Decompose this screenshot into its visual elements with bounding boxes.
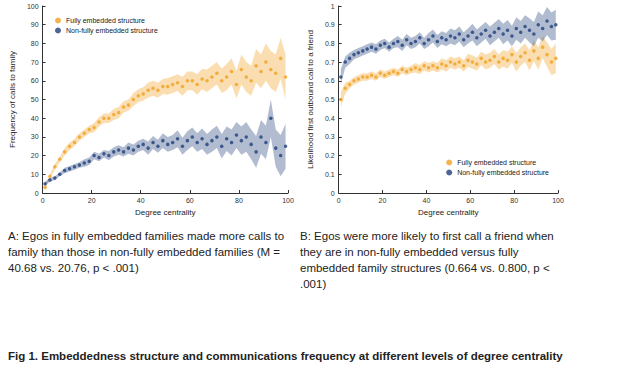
svg-text:Fully embedded structure: Fully embedded structure — [457, 159, 536, 167]
svg-text:60: 60 — [466, 197, 474, 204]
svg-text:0.9: 0.9 — [325, 21, 335, 28]
html-text:B: Egos were more likely to fi: B: Egos were more likely to first call a… — [300, 230, 554, 290]
svg-text:40: 40 — [31, 115, 39, 122]
svg-text:0.7: 0.7 — [325, 59, 335, 66]
svg-text:0.8: 0.8 — [325, 40, 335, 47]
svg-text:80: 80 — [31, 40, 39, 47]
svg-text:0: 0 — [41, 197, 45, 204]
svg-text:60: 60 — [186, 197, 194, 204]
svg-text:80: 80 — [235, 197, 243, 204]
svg-text:30: 30 — [31, 133, 39, 140]
svg-text:0.6: 0.6 — [325, 77, 335, 84]
svg-text:60: 60 — [31, 77, 39, 84]
svg-text:Degree centrality: Degree centrality — [418, 208, 478, 217]
svg-text:90: 90 — [31, 21, 39, 28]
svg-text:0: 0 — [331, 190, 335, 197]
svg-text:0.3: 0.3 — [325, 133, 335, 140]
svg-text:20: 20 — [88, 197, 96, 204]
svg-text:Likelihood first outbound call: Likelihood first outbound call to a frie… — [306, 30, 315, 169]
svg-text:0.1: 0.1 — [325, 171, 335, 178]
svg-text:0.5: 0.5 — [325, 96, 335, 103]
svg-text:20: 20 — [31, 152, 39, 159]
svg-text:40: 40 — [422, 197, 430, 204]
html-text:A: Egos in fully embedded fami: A: Egos in fully embedded families made … — [8, 230, 285, 274]
svg-text:Fully embedded structure: Fully embedded structure — [66, 17, 145, 25]
svg-text:10: 10 — [31, 171, 39, 178]
svg-text:100: 100 — [282, 197, 294, 204]
svg-text:100: 100 — [27, 3, 39, 10]
svg-text:100: 100 — [552, 197, 564, 204]
svg-text:0: 0 — [337, 197, 341, 204]
svg-text:0: 0 — [35, 190, 39, 197]
svg-text:0.4: 0.4 — [325, 115, 335, 122]
svg-text:50: 50 — [31, 96, 39, 103]
svg-text:40: 40 — [137, 197, 145, 204]
svg-text:1: 1 — [331, 3, 335, 10]
svg-text:Frequency of calls to family: Frequency of calls to family — [8, 51, 17, 148]
svg-text:80: 80 — [510, 197, 518, 204]
svg-text:Non-fully embedded structure: Non-fully embedded structure — [66, 27, 158, 35]
svg-text:20: 20 — [379, 197, 387, 204]
svg-text:70: 70 — [31, 59, 39, 66]
svg-text:Non-fully embedded structure: Non-fully embedded structure — [457, 169, 549, 177]
svg-text:0.2: 0.2 — [325, 152, 335, 159]
svg-text:Degree centrality: Degree centrality — [135, 208, 195, 217]
html-text:Fig 1. Embeddedness structure: Fig 1. Embeddedness structure and commun… — [8, 350, 563, 362]
